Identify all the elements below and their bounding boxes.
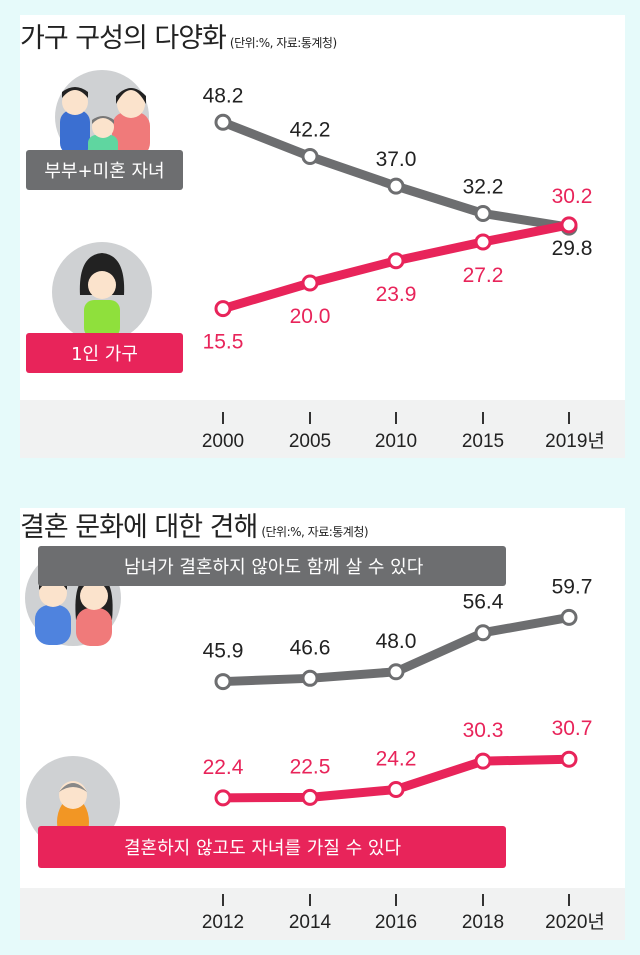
x-tick-label: 2005	[289, 431, 331, 452]
data-point	[301, 147, 319, 165]
bottom-axis-strip	[20, 888, 625, 940]
data-label: 30.3	[463, 719, 504, 742]
data-point	[214, 300, 232, 318]
data-label: 59.7	[552, 575, 593, 598]
data-label: 30.2	[552, 185, 593, 208]
data-point	[301, 274, 319, 292]
data-label: 37.0	[376, 148, 417, 171]
chart-title-2: 결혼 문화에 대한 견해 (단위:%, 자료:통계청)	[20, 512, 369, 543]
legend-badge-couple-children: 부부+미혼 자녀	[26, 150, 183, 190]
data-point	[560, 216, 578, 234]
data-point	[560, 750, 578, 768]
data-label: 42.2	[290, 118, 331, 141]
family-icon	[55, 70, 150, 164]
x-tick-label: 2010	[375, 431, 417, 452]
data-label: 27.2	[463, 264, 504, 287]
data-point	[474, 624, 492, 642]
legend-badge-cohabitation: 남녀가 결혼하지 않아도 함께 살 수 있다	[38, 546, 506, 586]
data-point	[301, 669, 319, 687]
data-label: 56.4	[463, 591, 504, 614]
data-point	[214, 673, 232, 691]
data-label: 23.9	[376, 283, 417, 306]
data-label: 22.4	[203, 756, 244, 779]
data-point	[387, 252, 405, 270]
data-point	[387, 177, 405, 195]
data-point	[560, 608, 578, 626]
top-axis-strip	[20, 400, 625, 458]
x-tick-label: 2015	[462, 431, 504, 452]
data-label: 29.8	[552, 237, 593, 260]
data-label: 48.0	[376, 630, 417, 653]
single-person-icon	[52, 242, 152, 342]
x-tick-label: 2016	[375, 912, 417, 933]
data-label: 45.9	[203, 640, 244, 663]
data-label: 15.5	[203, 331, 244, 354]
x-tick-label: 2012	[202, 912, 244, 933]
data-point	[301, 788, 319, 806]
data-point	[474, 204, 492, 222]
legend-badge-children-without-marriage: 결혼하지 않고도 자녀를 가질 수 있다	[38, 826, 506, 868]
data-label: 46.6	[290, 636, 331, 659]
data-point	[387, 780, 405, 798]
series-line	[221, 118, 570, 232]
data-label: 30.7	[552, 717, 593, 740]
x-tick-label: 2018	[462, 912, 504, 933]
x-tick-label: 2020년	[545, 911, 605, 933]
legend-badge-single-household: 1인 가구	[26, 333, 183, 373]
data-label: 32.2	[463, 175, 504, 198]
data-point	[474, 233, 492, 251]
data-label: 24.2	[376, 747, 417, 770]
x-tick-label: 2014	[289, 912, 332, 933]
x-tick-label: 2000	[202, 431, 244, 452]
data-point	[387, 663, 405, 681]
data-point	[214, 113, 232, 131]
data-label: 22.5	[290, 755, 331, 778]
x-tick-label: 2019년	[545, 430, 605, 452]
data-point	[214, 789, 232, 807]
data-label: 48.2	[203, 84, 244, 107]
data-point	[474, 752, 492, 770]
chart-title-1: 가구 구성의 다양화 (단위:%, 자료:통계청)	[20, 23, 337, 54]
data-label: 20.0	[290, 305, 331, 328]
